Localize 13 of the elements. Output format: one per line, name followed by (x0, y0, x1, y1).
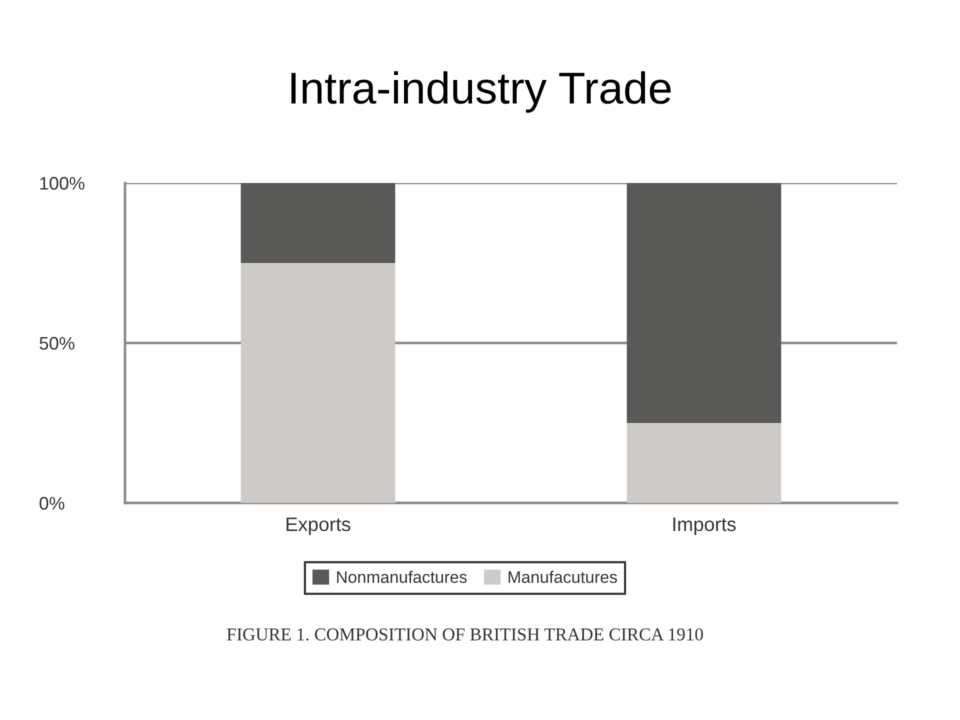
caption: FIGURE 1. COMPOSITION OF BRITISH TRADE CIRCA 1910 (226, 628, 703, 641)
chart-title: Intra-industry Trade (291, 71, 671, 113)
legend-label: Manufacutures (508, 570, 617, 584)
x-tick-label: Exports (286, 518, 350, 536)
bar (240, 183, 396, 263)
x-tick-label: Imports (673, 518, 736, 536)
y-tick-label: 50% (40, 336, 74, 350)
bar (626, 423, 782, 503)
y-tick-label: 100% (40, 176, 84, 190)
bar (626, 183, 782, 423)
legend-label: Nonmanufactures (337, 570, 467, 584)
y-tick-label: 0% (40, 496, 64, 510)
bar (240, 263, 396, 503)
